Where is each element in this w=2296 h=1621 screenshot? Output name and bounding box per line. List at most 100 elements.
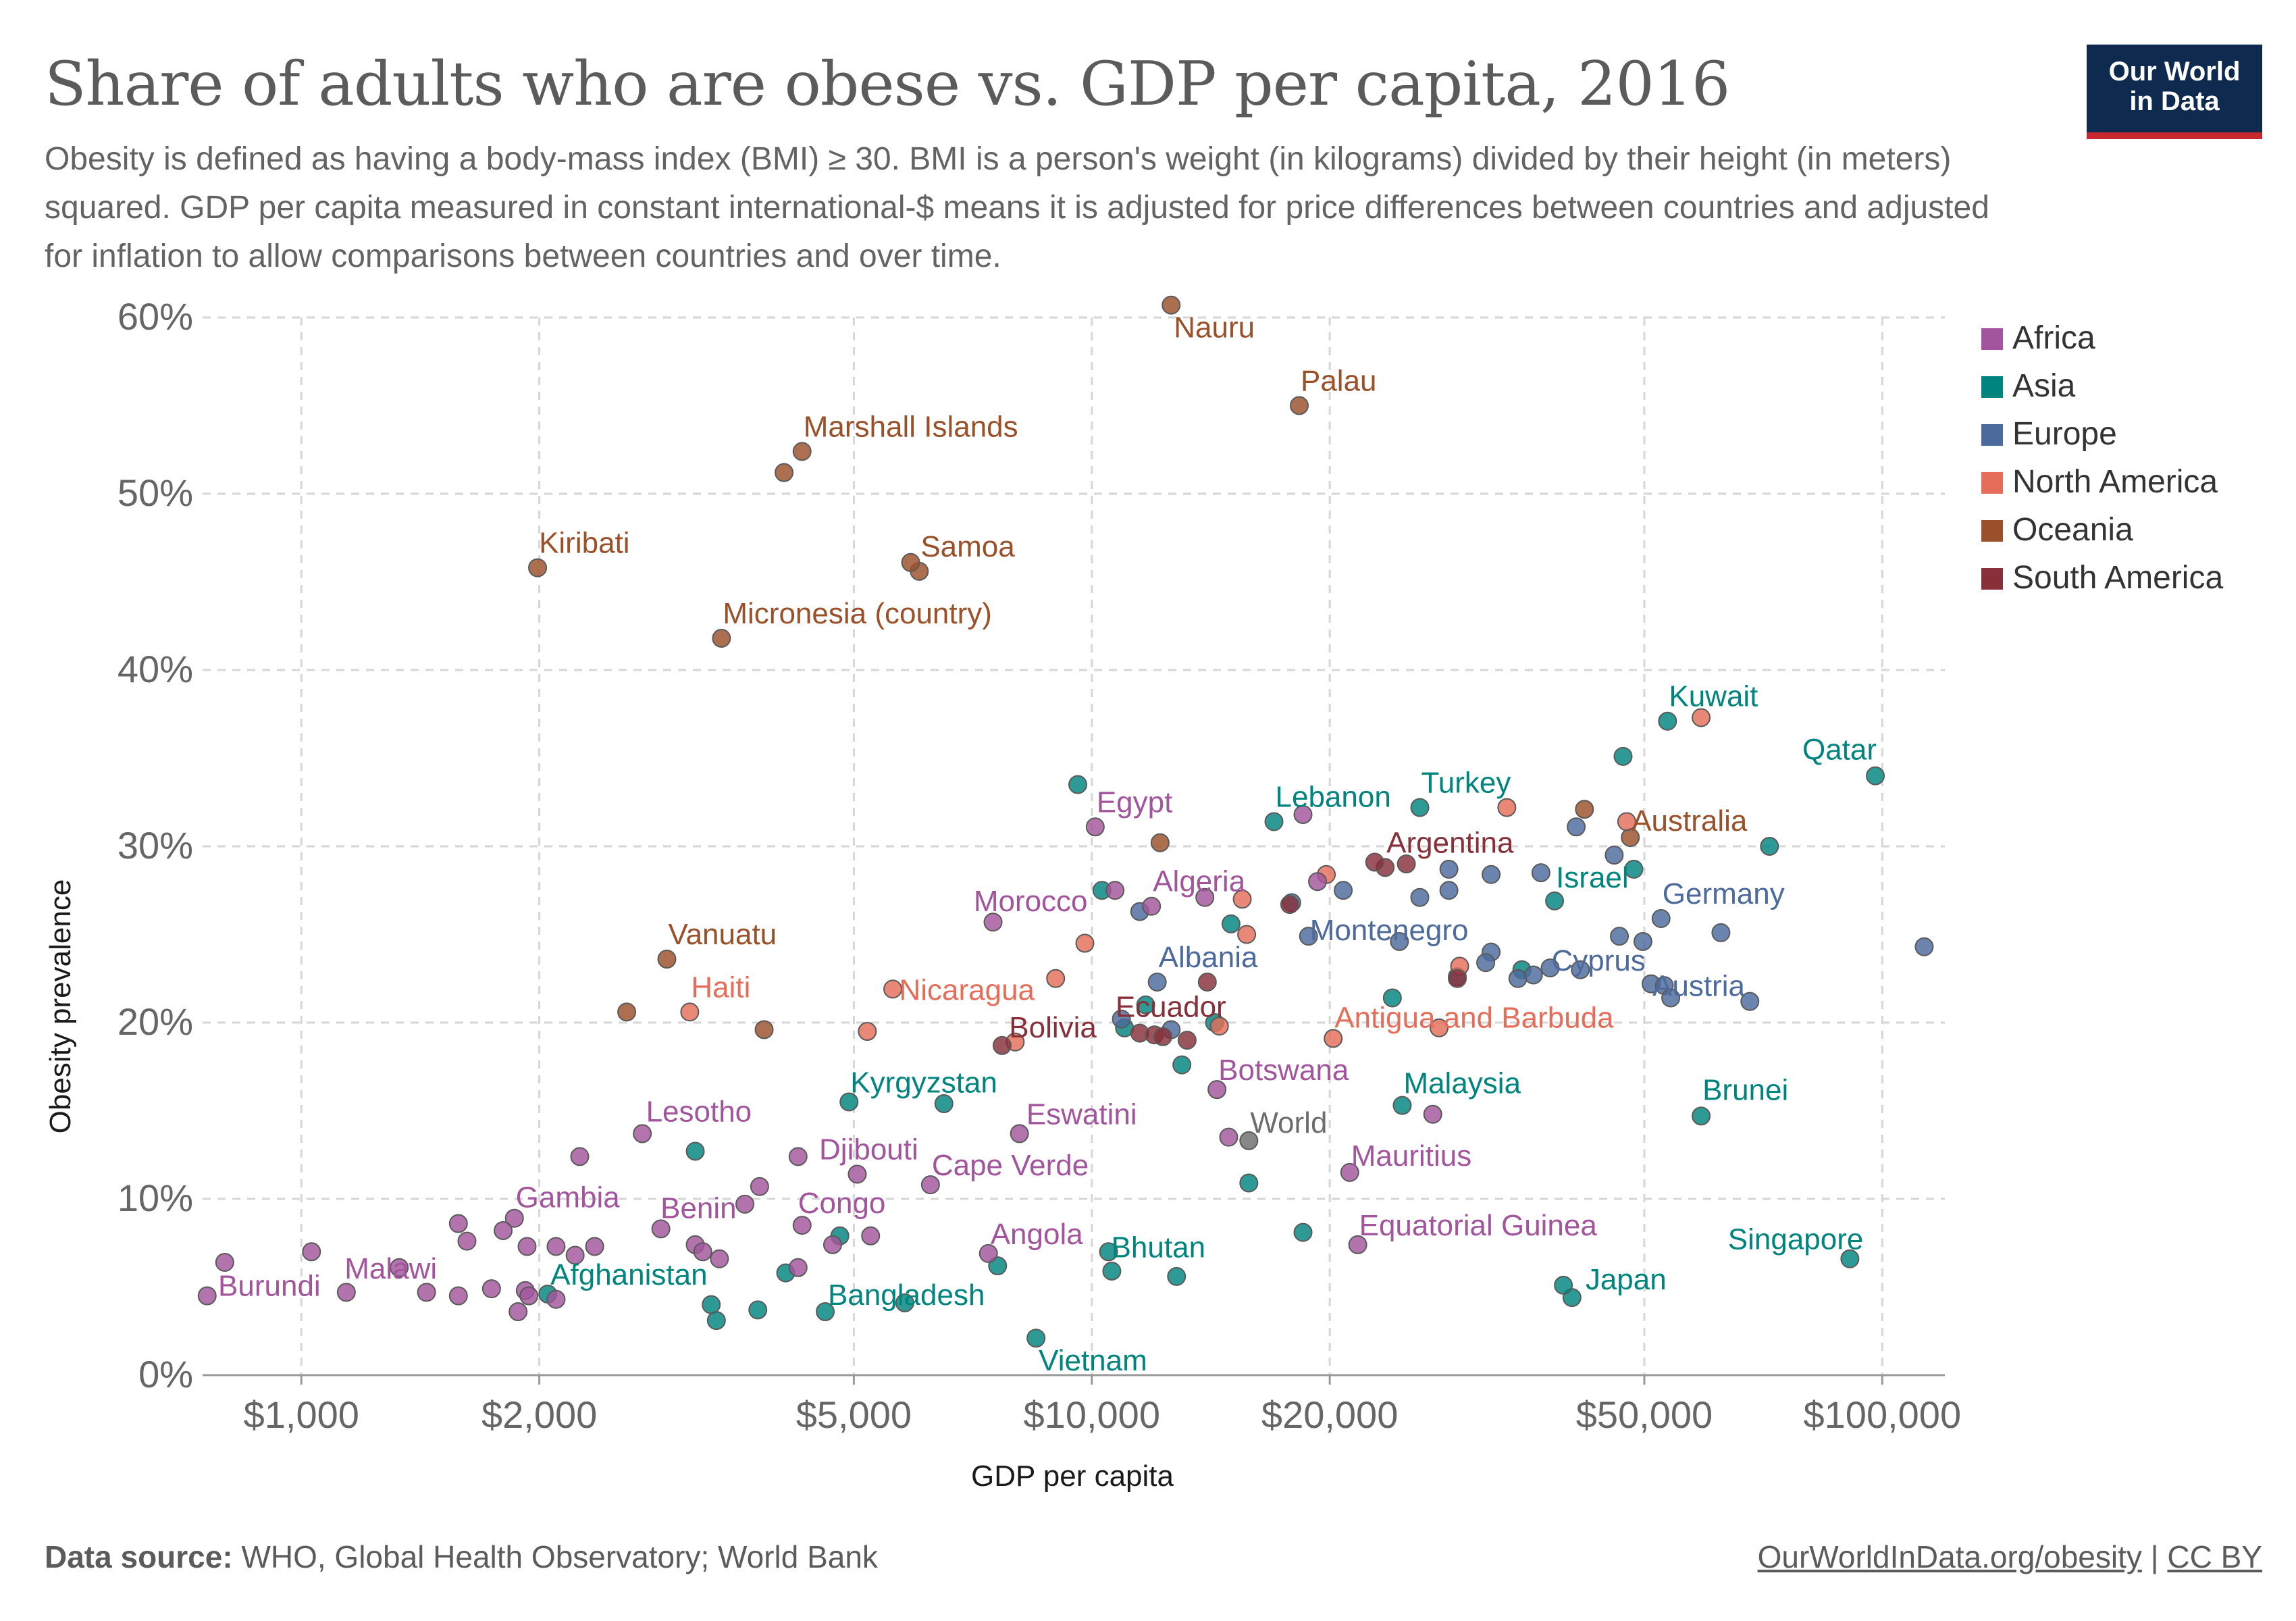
data-point[interactable] [1340, 1162, 1359, 1182]
data-point[interactable] [494, 1220, 513, 1240]
data-point[interactable] [1692, 708, 1711, 727]
data-point[interactable] [417, 1283, 436, 1302]
data-point[interactable] [390, 1258, 409, 1277]
data-point[interactable] [1531, 863, 1550, 883]
data-point[interactable] [1334, 881, 1353, 900]
data-point[interactable] [448, 1214, 468, 1233]
legend-swatch[interactable] [1981, 520, 2003, 542]
data-point[interactable] [1692, 1106, 1711, 1126]
data-point[interactable] [457, 1231, 477, 1251]
data-point[interactable] [1410, 798, 1430, 817]
data-point[interactable] [1482, 865, 1501, 884]
data-point[interactable] [1237, 925, 1257, 944]
data-point[interactable] [504, 1208, 524, 1228]
data-point[interactable] [565, 1245, 585, 1265]
license-link[interactable]: CC BY [2167, 1539, 2262, 1574]
data-point[interactable] [1430, 1018, 1449, 1037]
data-point[interactable] [1142, 896, 1162, 916]
data-point[interactable] [1221, 914, 1241, 933]
data-point[interactable] [1197, 972, 1217, 992]
data-point[interactable] [1365, 852, 1384, 872]
data-point[interactable] [546, 1237, 566, 1256]
data-point[interactable] [788, 1147, 808, 1166]
data-point[interactable] [508, 1302, 528, 1322]
data-point[interactable] [1162, 295, 1181, 315]
data-point[interactable] [1410, 887, 1430, 907]
data-point[interactable] [1177, 1031, 1197, 1050]
data-point[interactable] [1289, 396, 1309, 415]
data-point[interactable] [1423, 1104, 1442, 1124]
data-point[interactable] [1075, 933, 1095, 953]
data-point[interactable] [1448, 969, 1467, 988]
data-point[interactable] [197, 1286, 217, 1306]
data-point[interactable] [680, 1002, 700, 1022]
legend-label[interactable]: North America [2012, 464, 2218, 500]
data-point[interactable] [1153, 1027, 1173, 1046]
data-point[interactable] [617, 1002, 637, 1022]
data-point[interactable] [1112, 1009, 1131, 1029]
data-point[interactable] [816, 1302, 835, 1322]
legend-label[interactable]: Asia [2012, 368, 2076, 404]
data-point[interactable] [788, 1258, 808, 1277]
data-point[interactable] [1740, 992, 1760, 1011]
data-point[interactable] [992, 1035, 1012, 1055]
data-point[interactable] [1209, 1017, 1229, 1036]
data-point[interactable] [920, 1175, 940, 1195]
legend-label[interactable]: South America [2012, 560, 2223, 596]
data-point[interactable] [1167, 1266, 1186, 1286]
data-point[interactable] [1476, 953, 1496, 973]
data-point[interactable] [934, 1094, 954, 1114]
data-point[interactable] [710, 1249, 729, 1268]
data-point[interactable] [748, 1300, 768, 1320]
legend-swatch[interactable] [1981, 328, 2003, 350]
data-point[interactable] [546, 1289, 566, 1309]
data-point[interactable] [1604, 846, 1624, 865]
data-point[interactable] [1571, 960, 1590, 979]
data-point[interactable] [585, 1237, 604, 1256]
data-point[interactable] [336, 1283, 356, 1302]
data-point[interactable] [861, 1226, 881, 1245]
data-point[interactable] [1239, 1131, 1259, 1150]
data-point[interactable] [1136, 995, 1155, 1014]
data-point[interactable] [1382, 988, 1402, 1008]
data-point[interactable] [1866, 766, 1885, 786]
data-point[interactable] [1010, 1124, 1029, 1143]
data-point[interactable] [1439, 859, 1459, 879]
data-point[interactable] [517, 1237, 537, 1256]
data-point[interactable] [1150, 833, 1170, 852]
data-point[interactable] [1280, 895, 1299, 915]
data-point[interactable] [706, 1311, 726, 1331]
data-point[interactable] [215, 1252, 234, 1272]
data-point[interactable] [1397, 854, 1416, 874]
data-point[interactable] [1840, 1249, 1860, 1268]
data-point[interactable] [792, 1216, 812, 1235]
data-point[interactable] [1026, 1329, 1046, 1348]
legend-label[interactable]: Oceania [2012, 512, 2133, 548]
data-point[interactable] [1172, 1055, 1192, 1075]
data-point[interactable] [1540, 958, 1560, 978]
data-point[interactable] [1099, 1242, 1118, 1262]
data-point[interactable] [1651, 909, 1671, 929]
data-point[interactable] [712, 629, 731, 648]
data-point[interactable] [750, 1177, 769, 1196]
data-point[interactable] [823, 1235, 842, 1254]
data-point[interactable] [1567, 817, 1586, 837]
legend-swatch[interactable] [1981, 568, 2003, 590]
data-point[interactable] [1105, 881, 1125, 900]
data-point[interactable] [1760, 837, 1779, 856]
data-point[interactable] [1439, 881, 1459, 900]
data-point[interactable] [839, 1092, 859, 1112]
source-link[interactable]: OurWorldInData.org/obesity [1757, 1539, 2142, 1574]
data-point[interactable] [1554, 1275, 1573, 1295]
legend-swatch[interactable] [1981, 376, 2003, 398]
data-point[interactable] [1085, 817, 1105, 837]
data-point[interactable] [570, 1147, 590, 1166]
data-point[interactable] [1617, 812, 1636, 831]
data-point[interactable] [1624, 859, 1644, 879]
data-point[interactable] [528, 558, 548, 577]
data-point[interactable] [792, 442, 812, 461]
data-point[interactable] [1508, 969, 1528, 988]
data-point[interactable] [693, 1242, 712, 1262]
data-point[interactable] [1914, 937, 1934, 956]
data-point[interactable] [702, 1295, 721, 1314]
